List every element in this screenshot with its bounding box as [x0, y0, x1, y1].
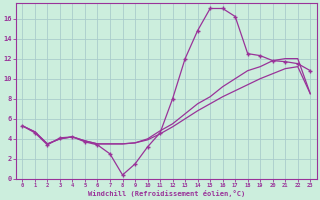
- X-axis label: Windchill (Refroidissement éolien,°C): Windchill (Refroidissement éolien,°C): [88, 190, 245, 197]
